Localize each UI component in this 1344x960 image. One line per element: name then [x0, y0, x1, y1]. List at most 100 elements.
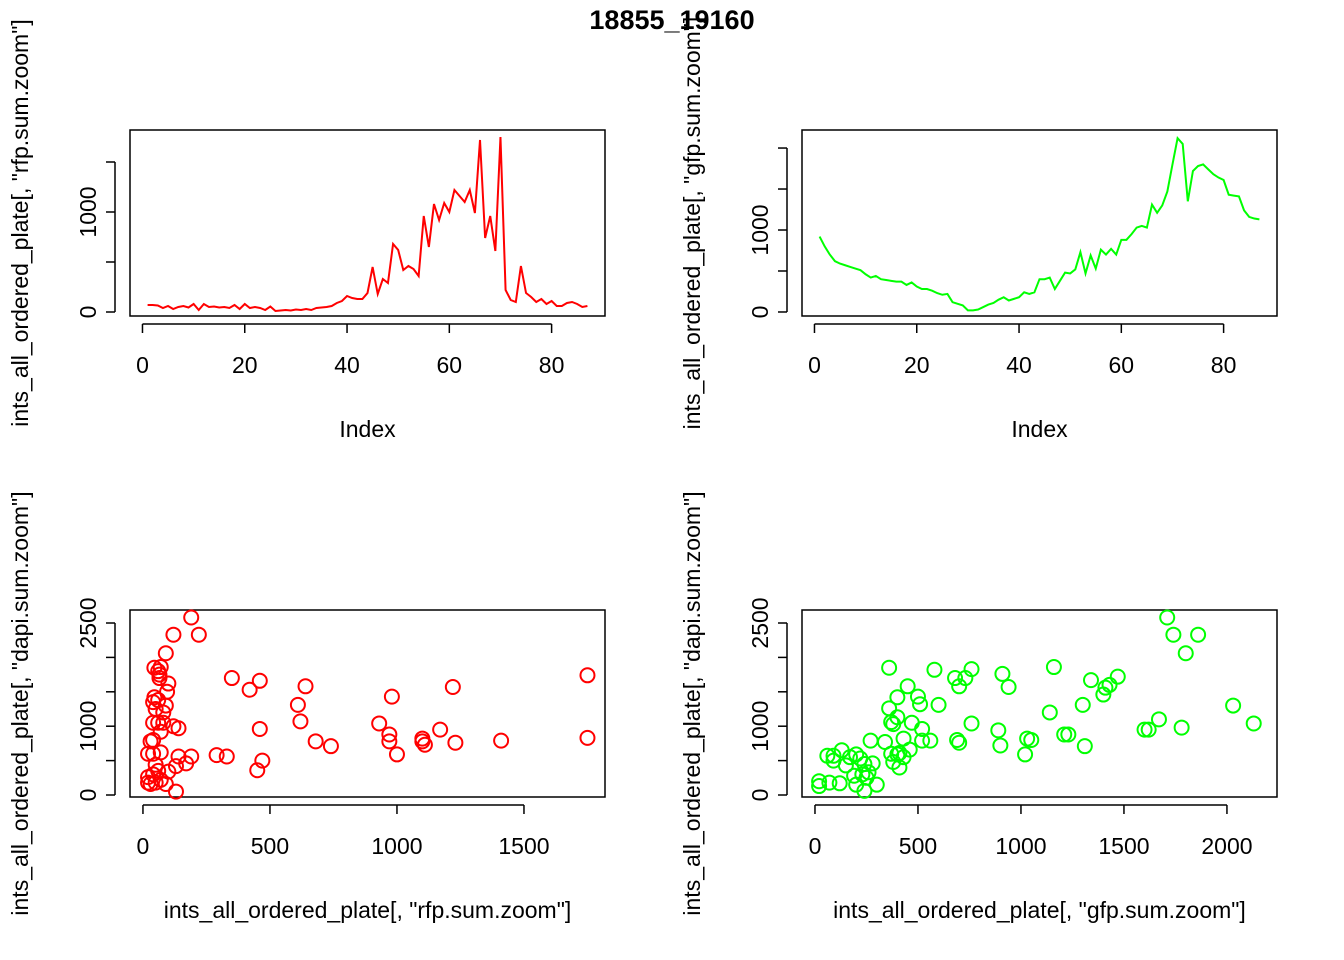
- x-tick-label: 20: [904, 352, 930, 378]
- data-point: [1159, 609, 1176, 626]
- data-point: [881, 659, 898, 676]
- x-axis-label: Index: [339, 416, 396, 442]
- data-point: [150, 714, 167, 731]
- plot-box: [801, 609, 1278, 798]
- data-point: [864, 755, 881, 772]
- data-point: [909, 688, 926, 705]
- data-point: [1076, 738, 1093, 755]
- data-point: [1041, 704, 1058, 721]
- data-point: [914, 720, 931, 737]
- x-tick-label: 0: [809, 833, 822, 859]
- y-axis-label: ints_all_ordered_plate[, "rfp.sum.zoom"]: [7, 19, 33, 427]
- plot-box: [129, 129, 606, 317]
- data-point: [381, 733, 398, 750]
- data-point: [1225, 697, 1242, 714]
- x-tick-label: 500: [899, 833, 937, 859]
- data-point: [388, 746, 405, 763]
- data-point: [846, 767, 863, 784]
- data-point: [140, 774, 157, 791]
- data-point: [889, 689, 906, 706]
- y-tick-label: 0: [75, 789, 101, 802]
- data-point: [825, 747, 842, 764]
- data-point: [297, 678, 314, 695]
- x-tick-label: 1000: [371, 833, 422, 859]
- data-point: [1150, 711, 1167, 728]
- data-point: [1095, 686, 1112, 703]
- data-point: [841, 749, 858, 766]
- data-point: [811, 778, 828, 795]
- x-tick-label: 0: [137, 833, 150, 859]
- data-point: [992, 737, 1009, 754]
- data-point: [914, 732, 931, 749]
- data-point: [178, 755, 195, 772]
- data-point: [160, 675, 177, 692]
- plot-box: [129, 609, 606, 798]
- data-point: [951, 678, 968, 695]
- data-point: [926, 661, 943, 678]
- data-line: [147, 136, 588, 313]
- y-tick-label: 1000: [75, 701, 101, 752]
- x-axis-label: ints_all_ordered_plate[, "gfp.sum.zoom"]: [833, 897, 1246, 923]
- x-tick-label: 60: [1109, 352, 1135, 378]
- y-axis-label: ints_all_ordered_plate[, "dapi.sum.zoom"…: [679, 491, 705, 915]
- x-tick-label: 40: [334, 352, 360, 378]
- data-point: [322, 738, 339, 755]
- y-axis-label: ints_all_ordered_plate[, "gfp.sum.zoom"]: [679, 17, 705, 430]
- data-point: [949, 731, 966, 748]
- data-point: [140, 745, 157, 762]
- data-line: [818, 136, 1260, 312]
- data-point: [1097, 679, 1114, 696]
- data-point: [994, 665, 1011, 682]
- data-point: [912, 696, 929, 713]
- x-tick-label: 500: [251, 833, 289, 859]
- data-point: [381, 726, 398, 743]
- data-point: [951, 734, 968, 751]
- data-point: [891, 759, 908, 776]
- plot-box: [801, 129, 1278, 317]
- x-tick-label: 80: [1211, 352, 1237, 378]
- data-point: [157, 775, 174, 792]
- data-point: [947, 670, 964, 687]
- data-point: [922, 732, 939, 749]
- data-point: [251, 672, 268, 689]
- data-point: [1056, 726, 1073, 743]
- data-point: [183, 609, 200, 626]
- data-point: [1190, 626, 1207, 643]
- data-point: [167, 783, 184, 800]
- data-point: [170, 720, 187, 737]
- y-tick-label: 1000: [75, 186, 101, 237]
- data-point: [292, 713, 309, 730]
- data-point: [1177, 645, 1194, 662]
- data-point: [218, 748, 235, 765]
- y-tick-label: 1000: [747, 701, 773, 752]
- data-point: [837, 757, 854, 774]
- data-point: [444, 678, 461, 695]
- y-tick-label: 0: [747, 789, 773, 802]
- data-point: [307, 733, 324, 750]
- data-point: [371, 715, 388, 732]
- data-point: [157, 697, 174, 714]
- data-point: [241, 681, 258, 698]
- data-point: [930, 696, 947, 713]
- data-point: [1140, 721, 1157, 738]
- data-point: [1173, 719, 1190, 736]
- x-tick-label: 0: [808, 352, 821, 378]
- data-point: [899, 678, 916, 695]
- data-point: [1074, 696, 1091, 713]
- data-point: [821, 774, 838, 791]
- y-tick-label: 0: [75, 306, 101, 319]
- data-point: [885, 716, 902, 733]
- data-point: [1017, 746, 1034, 763]
- data-point: [151, 670, 168, 687]
- x-tick-label: 1000: [995, 833, 1046, 859]
- x-tick-label: 60: [437, 352, 463, 378]
- data-point: [155, 714, 172, 731]
- x-axis-label: ints_all_ordered_plate[, "rfp.sum.zoom"]: [164, 897, 572, 923]
- data-point: [1136, 721, 1153, 738]
- x-axis-label: Index: [1011, 416, 1068, 442]
- x-tick-label: 40: [1006, 352, 1032, 378]
- data-point: [1109, 668, 1126, 685]
- data-point: [868, 776, 885, 793]
- data-point: [1045, 659, 1062, 676]
